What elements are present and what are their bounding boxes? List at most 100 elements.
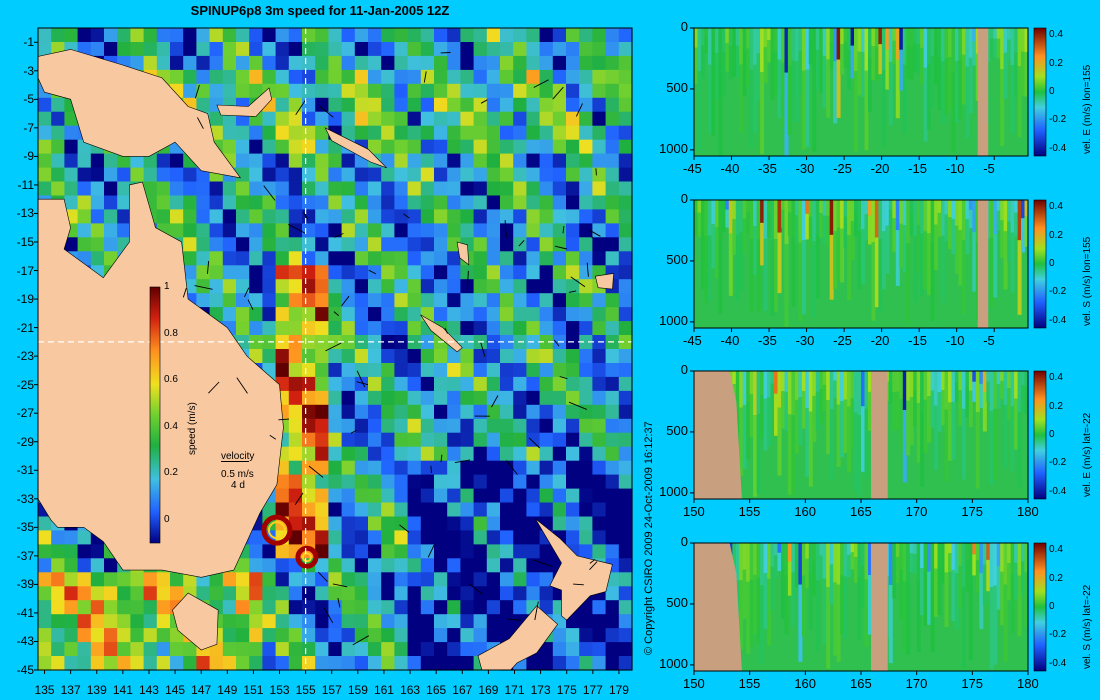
speed-cell [605, 307, 620, 322]
speed-cell [222, 181, 237, 197]
section-cell [1007, 543, 1012, 564]
speed-cell [381, 642, 395, 657]
speed-cell [104, 153, 118, 169]
speed-cell [552, 223, 567, 238]
section-x-tick-label: 150 [683, 676, 705, 691]
speed-cell [526, 558, 541, 573]
speed-cell [77, 181, 92, 197]
speed-cell [381, 390, 395, 406]
speed-cell [275, 488, 290, 504]
section-cell [913, 543, 918, 554]
velocity-vector [533, 79, 549, 88]
speed-cell [222, 642, 237, 657]
speed-cell [354, 167, 369, 183]
speed-cell [473, 265, 488, 280]
velocity-vector [430, 465, 432, 473]
speed-cell [447, 97, 461, 113]
speed-cell [566, 516, 580, 532]
speed-cell [473, 530, 488, 545]
section-cell [749, 394, 754, 437]
section-cell [888, 543, 893, 585]
speed-cell [394, 418, 409, 434]
section-cell [746, 371, 751, 402]
section-cell [847, 543, 852, 555]
speed-cell [354, 446, 369, 462]
section-cell [728, 28, 733, 46]
speed-cell [605, 628, 620, 643]
section-cell [874, 237, 879, 308]
section-cell [756, 578, 761, 644]
section-cell [895, 371, 900, 392]
section-x-tick-label: 170 [905, 676, 928, 691]
map-y-tick-label: -35 [16, 520, 34, 535]
speed-cell [262, 265, 277, 280]
speed-cell [460, 544, 475, 559]
section-cell [850, 28, 855, 46]
speed-cell [486, 614, 501, 629]
speed-cell [486, 488, 501, 504]
speed-cell [262, 307, 277, 322]
speed-cell [526, 167, 541, 183]
speed-cell [315, 321, 329, 336]
section-cell [871, 200, 876, 243]
speed-cell [407, 237, 422, 252]
speed-cell [513, 42, 527, 57]
velocity-vector [480, 99, 488, 104]
section-cell [951, 371, 956, 403]
section-cell [833, 543, 838, 583]
section-cell [1000, 543, 1005, 572]
section-cell [763, 398, 768, 451]
section-cell [937, 212, 942, 237]
speed-cell [156, 42, 171, 57]
speed-cell [618, 502, 633, 518]
speed-cell [566, 28, 580, 43]
section-cell [718, 28, 723, 73]
section-cell [718, 239, 723, 314]
speed-cell [143, 642, 158, 657]
speed-cell [618, 139, 633, 155]
speed-cell [526, 209, 541, 224]
speed-cell [473, 167, 488, 183]
speed-cell [500, 69, 514, 85]
speed-cell [513, 97, 527, 113]
section-cell [934, 28, 939, 48]
section-cell [888, 585, 893, 664]
section-cell [982, 371, 987, 393]
speed-cell [236, 600, 250, 615]
speed-cell [618, 321, 633, 336]
speed-cell [394, 195, 409, 211]
section-cell [770, 566, 775, 610]
speed-cell [354, 181, 369, 197]
section-colorbar-tick: -0.4 [1049, 142, 1067, 154]
speed-cell [104, 642, 118, 657]
speed-cell [539, 474, 554, 490]
speed-cell [262, 69, 277, 85]
speed-cell [249, 251, 263, 266]
speed-cell [579, 279, 593, 294]
section-cell [968, 543, 973, 584]
speed-cell [394, 432, 409, 448]
speed-cell [315, 530, 329, 545]
speed-cell [473, 404, 488, 420]
speed-cell [486, 516, 501, 532]
speed-cell [486, 446, 501, 462]
speed-cell [90, 544, 105, 559]
speed-cell [275, 139, 290, 155]
speed-cell [38, 642, 52, 657]
section-cell [961, 371, 966, 409]
speed-cell [249, 656, 263, 671]
section-cell [989, 543, 994, 588]
speed-cell [526, 307, 541, 322]
section-cell [697, 212, 702, 237]
vanuatu-land [456, 241, 470, 266]
section-cell [878, 239, 883, 312]
section-cell [923, 231, 928, 290]
section-cell [822, 200, 827, 216]
speed-cell [420, 111, 435, 127]
section-cell [899, 200, 904, 224]
section-cell [948, 217, 952, 250]
speed-cell [302, 153, 316, 169]
section-cell [760, 585, 765, 664]
speed-cell [381, 530, 395, 545]
velocity-vector [554, 245, 568, 250]
